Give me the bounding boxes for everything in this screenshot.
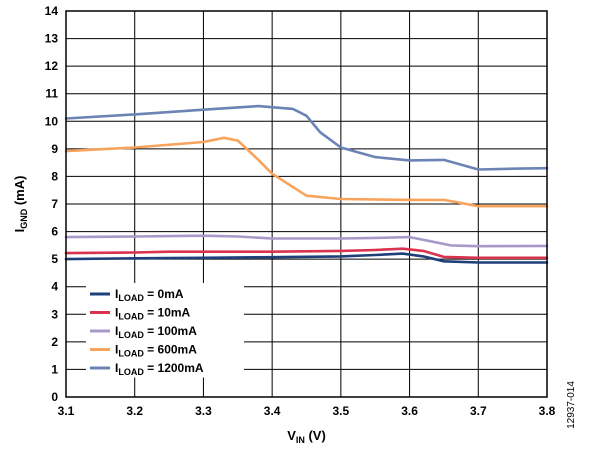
y-axis-title-main: I [12, 229, 27, 233]
x-tick-label: 3.8 [539, 404, 556, 418]
y-tick-label: 1 [51, 362, 58, 376]
x-tick-label: 3.6 [401, 404, 418, 418]
legend-label: ILOAD = 10mA [115, 306, 191, 322]
legend-label-sub: LOAD [118, 312, 144, 322]
legend-label-suffix: = 600mA [144, 343, 197, 357]
x-tick-label: 3.7 [470, 404, 487, 418]
legend-label: ILOAD = 600mA [115, 343, 197, 359]
legend-label-prefix: I [115, 324, 118, 338]
y-tick-label: 4 [51, 280, 58, 294]
series-lines [64, 104, 549, 264]
series-line-1 [64, 247, 549, 260]
series-line-4 [64, 104, 549, 171]
legend-label-suffix: = 1200mA [144, 361, 204, 375]
legend-label-prefix: I [115, 306, 118, 320]
legend-label-sub: LOAD [118, 367, 144, 377]
x-tick-label: 3.2 [126, 404, 143, 418]
legend-label-prefix: I [115, 343, 118, 357]
y-tick-label: 3 [51, 307, 58, 321]
series-line-0 [64, 252, 549, 264]
x-axis-title-unit: (V) [305, 428, 326, 443]
legend-background [86, 283, 244, 378]
series-line-3 [64, 136, 549, 208]
y-tick-label: 13 [45, 32, 59, 46]
series-line-2 [64, 234, 549, 248]
legend-label-sub: LOAD [118, 330, 144, 340]
legend-label-sub: LOAD [118, 293, 144, 303]
y-tick-label: 6 [51, 225, 58, 239]
y-axis-title-sub: GND [19, 208, 29, 229]
y-tick-label: 10 [45, 114, 59, 128]
y-tick-label: 7 [51, 197, 58, 211]
legend-label-prefix: I [115, 361, 118, 375]
x-axis-title: VIN (V) [287, 428, 326, 445]
x-tick-labels: 3.1 3.2 3.3 3.4 3.5 3.6 3.7 3.8 [58, 404, 556, 418]
y-axis-title-unit: (mA) [12, 176, 27, 209]
y-tick-label: 2 [51, 335, 58, 349]
y-tick-label: 11 [45, 87, 58, 101]
x-axis-title-sub: IN [296, 435, 305, 445]
legend-label-suffix: = 100mA [144, 324, 197, 338]
y-axis-title: IGND (mA) [12, 176, 29, 233]
legend-label: ILOAD = 0mA [115, 287, 184, 303]
legend-label-prefix: I [115, 287, 118, 301]
x-tick-label: 3.3 [195, 404, 212, 418]
x-tick-label: 3.5 [333, 404, 350, 418]
y-tick-label: 5 [51, 252, 58, 266]
x-tick-label: 3.1 [58, 404, 75, 418]
plot-frame [65, 10, 548, 398]
x-tick-label: 3.4 [264, 404, 281, 418]
y-tick-label: 9 [51, 142, 58, 156]
y-tick-label: 12 [45, 59, 59, 73]
figure-id: 12937-014 [566, 381, 577, 429]
y-tick-label: 14 [45, 4, 59, 18]
y-tick-label: 0 [51, 390, 58, 404]
legend-label: ILOAD = 1200mA [115, 361, 204, 377]
y-tick-label: 8 [51, 169, 58, 183]
legend-label-sub: LOAD [118, 349, 144, 359]
x-axis-title-main: V [287, 428, 296, 443]
legend-label-suffix: = 10mA [144, 306, 191, 320]
legend-label: ILOAD = 100mA [115, 324, 197, 340]
legend-label-suffix: = 0mA [144, 287, 184, 301]
